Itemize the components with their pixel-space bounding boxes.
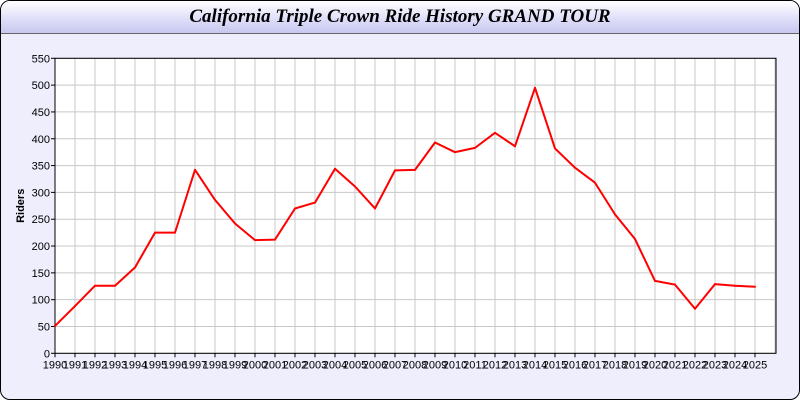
x-tick-label: 1994 xyxy=(123,359,147,371)
data-point xyxy=(234,222,236,225)
x-tick-label: 2022 xyxy=(683,359,707,371)
y-tick-label: 350 xyxy=(32,161,50,173)
x-tick-label: 2001 xyxy=(263,359,287,371)
x-tick-label: 2004 xyxy=(323,359,347,371)
data-point xyxy=(194,168,196,171)
x-tick-label: 2014 xyxy=(523,359,547,371)
x-tick-label: 2006 xyxy=(363,359,387,371)
x-tick-label: 2003 xyxy=(303,359,327,371)
data-point xyxy=(734,284,736,287)
x-tick-label: 2016 xyxy=(563,359,587,371)
x-tick-label: 2002 xyxy=(283,359,307,371)
x-tick-label: 2017 xyxy=(583,359,607,371)
x-tick-label: 2007 xyxy=(383,359,407,371)
data-point xyxy=(374,207,376,210)
data-point xyxy=(454,151,456,154)
y-tick-label: 200 xyxy=(32,241,50,253)
y-tick-label: 400 xyxy=(32,134,50,146)
y-tick-label: 500 xyxy=(32,80,50,92)
data-point xyxy=(654,279,656,282)
data-point xyxy=(554,147,556,150)
data-point xyxy=(494,131,496,134)
data-point xyxy=(674,283,676,286)
series-line xyxy=(54,86,756,327)
title-bar: California Triple Crown Ride History GRA… xyxy=(1,1,799,34)
data-point xyxy=(594,181,596,184)
data-point xyxy=(754,285,756,288)
x-tick-label: 2025 xyxy=(743,359,767,371)
x-tick-label: 1999 xyxy=(223,359,247,371)
x-tick-label: 2020 xyxy=(643,359,667,371)
data-point xyxy=(534,86,536,89)
x-tick-label: 2005 xyxy=(343,359,367,371)
x-tick-label: 2021 xyxy=(663,359,687,371)
x-tick-label: 1993 xyxy=(103,359,127,371)
data-point xyxy=(94,284,96,287)
x-tick-label: 2024 xyxy=(723,359,747,371)
x-tick-label: 2019 xyxy=(623,359,647,371)
data-point xyxy=(154,231,156,234)
chart-title: California Triple Crown Ride History GRA… xyxy=(189,6,611,27)
data-point xyxy=(54,324,56,327)
x-tick-label: 2018 xyxy=(603,359,627,371)
x-tick-label: 2008 xyxy=(403,359,427,371)
data-point xyxy=(414,168,416,171)
data-point xyxy=(74,305,76,308)
plot-border xyxy=(54,57,777,354)
x-tick-label: 1996 xyxy=(163,359,187,371)
x-tick-label: 2000 xyxy=(243,359,267,371)
x-tick-label: 1998 xyxy=(203,359,227,371)
data-point xyxy=(694,307,696,310)
x-tick-label: 1991 xyxy=(63,359,87,371)
data-point xyxy=(614,213,616,216)
data-point xyxy=(254,239,256,242)
x-tick-label: 1997 xyxy=(183,359,207,371)
data-point xyxy=(574,166,576,169)
data-point xyxy=(134,266,136,269)
data-point xyxy=(434,141,436,144)
x-tick-label: 2011 xyxy=(463,359,487,371)
data-point xyxy=(274,238,276,241)
y-axis-label: Riders xyxy=(15,189,27,223)
data-point xyxy=(314,201,316,204)
x-tick-label: 2010 xyxy=(443,359,467,371)
data-point xyxy=(394,169,396,172)
y-tick-label: 50 xyxy=(38,321,50,333)
x-tick-label: 2009 xyxy=(423,359,447,371)
y-tick-label: 0 xyxy=(44,348,50,360)
x-tick-label: 1990 xyxy=(43,359,67,371)
y-tick-label: 150 xyxy=(32,268,50,280)
x-tick-label: 2013 xyxy=(503,359,527,371)
x-tick-label: 2012 xyxy=(483,359,507,371)
y-tick-label: 100 xyxy=(32,295,50,307)
x-tick-label: 2023 xyxy=(703,359,727,371)
y-tick-label: 250 xyxy=(32,214,50,226)
data-point xyxy=(474,146,476,149)
x-tick-label: 1992 xyxy=(83,359,107,371)
data-point xyxy=(714,283,716,286)
data-point xyxy=(354,185,356,188)
data-point xyxy=(294,207,296,210)
x-tick-label: 1995 xyxy=(143,359,167,371)
data-point xyxy=(174,231,176,234)
data-point xyxy=(114,284,116,287)
data-point xyxy=(214,198,216,201)
y-tick-label: 450 xyxy=(32,107,50,119)
y-tick-label: 300 xyxy=(32,187,50,199)
x-tick-label: 2015 xyxy=(543,359,567,371)
y-tick-label: 550 xyxy=(32,53,50,65)
data-point xyxy=(634,238,636,241)
data-point xyxy=(514,145,516,148)
data-point xyxy=(334,167,336,170)
